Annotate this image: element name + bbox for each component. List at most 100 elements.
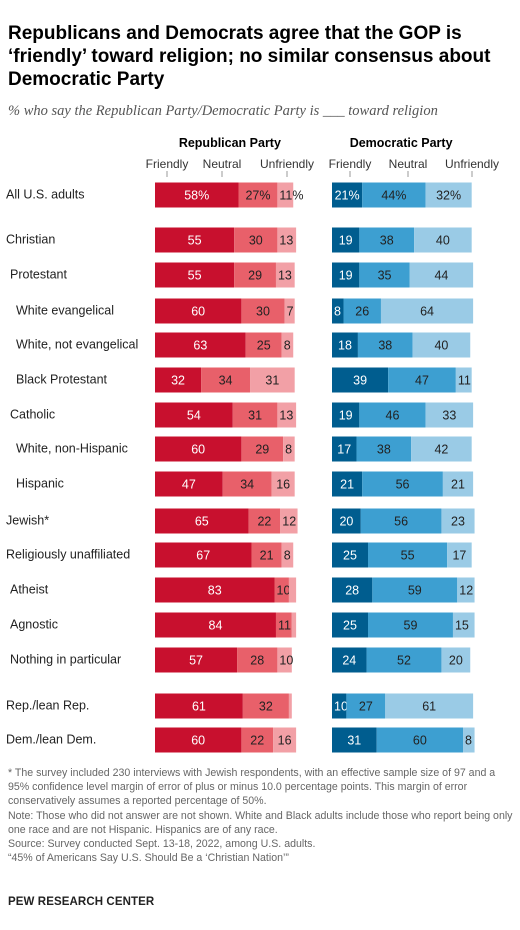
row-label: Black Protestant — [16, 372, 108, 386]
bar-value-label: 29 — [255, 442, 269, 456]
bar-value-label: 44 — [434, 268, 448, 282]
bar-dem-friendly — [332, 727, 377, 753]
bar-rep-unfriendly — [273, 727, 297, 753]
bar-value-label: 59 — [404, 618, 418, 632]
legend-dem-friendly: Friendly — [329, 157, 372, 171]
bar-value-label: 31 — [265, 373, 279, 387]
bar-rep-unfriendly — [277, 182, 294, 208]
bar-dem-neutral — [359, 227, 415, 253]
note-jewish-sample: * The survey included 230 interviews wit… — [8, 767, 496, 808]
bar-value-label: 31 — [248, 408, 262, 422]
bar-dem-neutral — [346, 693, 386, 719]
row-label: White evangelical — [16, 303, 114, 317]
bar-value-label: 8 — [284, 548, 291, 562]
bar-value-label: 25 — [343, 618, 357, 632]
bar-rep-unfriendly — [281, 542, 294, 568]
bar-value-label: 33 — [442, 408, 456, 422]
bar-value-label: 44% — [381, 188, 406, 202]
bar-value-label: 60 — [413, 733, 427, 747]
bar-value-label: 55 — [188, 233, 202, 247]
bar-rep-neutral — [232, 402, 278, 428]
bar-value-label: 30 — [249, 233, 263, 247]
bar-dem-neutral — [368, 612, 453, 638]
bar-value-label: 61 — [192, 699, 206, 713]
bar-dem-unfriendly — [380, 298, 474, 324]
row-label: Catholic — [10, 407, 55, 421]
bar-rep-unfriendly — [284, 298, 295, 324]
bar-value-label: 16 — [278, 733, 292, 747]
bar-value-label: 47 — [415, 373, 429, 387]
bar-rep-unfriendly — [288, 577, 297, 603]
bar-dem-friendly — [332, 647, 367, 673]
bar-value-label: 61 — [422, 699, 436, 713]
bar-dem-neutral — [362, 182, 426, 208]
bar-value-label: 58% — [184, 188, 209, 202]
row-label: Hispanic — [16, 476, 64, 490]
bar-dem-friendly — [332, 693, 347, 719]
bar-value-label: 18 — [338, 338, 352, 352]
bar-value-label: 38 — [378, 338, 392, 352]
row-label: Dem./lean Dem. — [6, 732, 96, 746]
bar-rep-friendly — [155, 298, 242, 324]
bar-value-label: 47 — [182, 477, 196, 491]
bar-rep-neutral — [222, 471, 272, 497]
bar-dem-neutral — [372, 577, 458, 603]
bar-rep-friendly — [155, 647, 238, 673]
legend-dem-neutral: Neutral — [389, 157, 428, 171]
bar-value-label: 21 — [340, 477, 354, 491]
bar-dem-neutral — [366, 647, 442, 673]
bar-value-label: 13 — [279, 233, 293, 247]
bar-value-label: 34 — [240, 477, 254, 491]
bar-value-label: 63 — [193, 338, 207, 352]
bar-value-label: 39 — [353, 373, 367, 387]
bar-value-label: 35 — [378, 268, 392, 282]
bar-rep-neutral — [245, 332, 282, 358]
bar-value-label: 26 — [355, 304, 369, 318]
bar-rep-neutral — [275, 612, 292, 638]
bar-value-label: 31 — [347, 733, 361, 747]
legend-dem-unfriendly: Unfriendly — [445, 157, 499, 171]
legend-rep-neutral: Neutral — [203, 157, 242, 171]
bar-value-label: 25 — [257, 338, 271, 352]
brand-logo-text: PEW RESEARCH CENTER — [8, 896, 155, 908]
bar-value-label: 83 — [208, 583, 222, 597]
bar-value-label: 22 — [250, 733, 264, 747]
bar-value-label: 32% — [436, 188, 461, 202]
bar-value-label: 84 — [209, 618, 223, 632]
bar-value-label: 17 — [452, 548, 466, 562]
bar-dem-friendly — [332, 227, 360, 253]
bar-value-label: 55 — [188, 268, 202, 282]
bar-dem-unfriendly — [452, 612, 475, 638]
bar-value-label: 30 — [256, 304, 270, 318]
bar-value-label: 56 — [394, 514, 408, 528]
bar-dem-neutral — [359, 262, 410, 288]
bar-value-label: 13 — [278, 268, 292, 282]
bar-value-label: 12 — [282, 514, 296, 528]
bar-rep-friendly — [155, 577, 275, 603]
panel-header-rep: Republican Party — [179, 136, 281, 150]
bar-value-label: 65 — [195, 514, 209, 528]
bar-value-label: 42 — [434, 442, 448, 456]
bar-value-label: 27 — [359, 699, 373, 713]
bar-dem-neutral — [343, 298, 381, 324]
bar-rep-unfriendly — [281, 332, 294, 358]
bar-rep-friendly — [155, 367, 202, 393]
bar-value-label: 8 — [285, 442, 292, 456]
bar-value-label: 34 — [219, 373, 233, 387]
bar-rep-neutral — [237, 647, 278, 673]
bar-dem-unfriendly — [457, 577, 475, 603]
bar-value-label: 21 — [451, 477, 465, 491]
bar-value-label: 28 — [345, 583, 359, 597]
bar-value-label: 56 — [396, 477, 410, 491]
bar-dem-friendly — [332, 612, 368, 638]
bar-value-label: 7 — [287, 304, 294, 318]
bar-rep-neutral — [234, 262, 276, 288]
bar-value-label: 32 — [259, 699, 273, 713]
bar-value-label: 60 — [191, 304, 205, 318]
note-report-title: “45% of Americans Say U.S. Should Be a ‘… — [8, 852, 289, 865]
bar-rep-friendly — [155, 402, 233, 428]
panel-header-dem: Democratic Party — [350, 136, 453, 150]
bar-value-label: 20 — [339, 514, 353, 528]
bar-dem-unfriendly — [425, 402, 474, 428]
bar-rep-unfriendly — [277, 402, 297, 428]
